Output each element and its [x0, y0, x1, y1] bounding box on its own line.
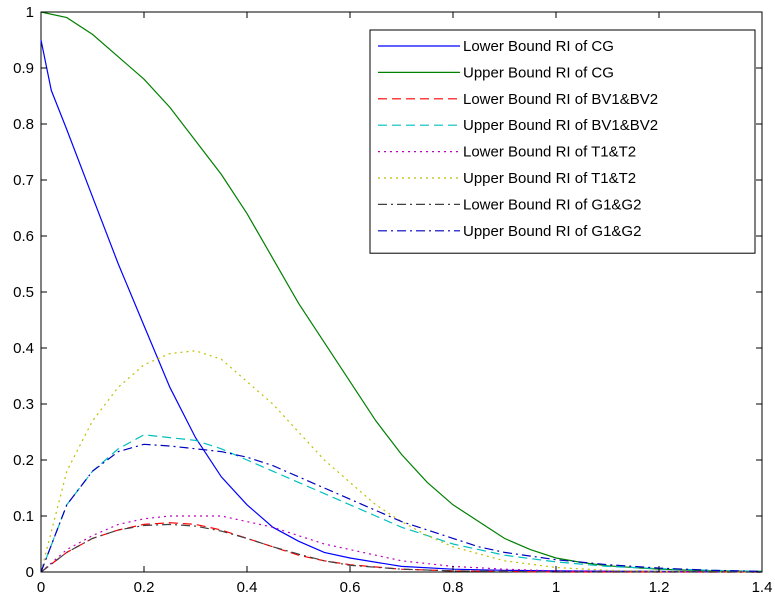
legend-label: Lower Bound RI of T1&T2 [463, 144, 636, 161]
series-line-6 [40, 350, 762, 573]
series-line-7 [40, 523, 762, 573]
series-lines [40, 11, 763, 573]
y-tick-label: 0.9 [13, 60, 34, 77]
x-tick-label: 1 [552, 579, 560, 596]
legend-box [369, 29, 756, 254]
series-line-4 [40, 434, 763, 573]
x-tick-label: 0.8 [443, 579, 464, 596]
y-tick-label: 0.5 [13, 284, 34, 301]
series-line-5 [40, 515, 762, 573]
legend-label: Upper Bound RI of T1&T2 [463, 170, 636, 187]
x-tick-label: 0.6 [340, 579, 361, 596]
legend-label: Upper Bound RI of G1&G2 [463, 223, 641, 240]
x-tick-label: 0.4 [237, 579, 258, 596]
y-tick-label: 1 [26, 4, 34, 21]
legend-label: Upper Bound RI of CG [463, 64, 614, 81]
y-tick-label: 0.2 [13, 452, 34, 469]
x-tick-label: 0 [37, 579, 45, 596]
y-tick-label: 0.1 [13, 508, 34, 525]
legend-label: Lower Bound RI of G1&G2 [463, 196, 641, 213]
y-tick-label: 0.7 [13, 172, 34, 189]
legend-label: Lower Bound RI of CG [463, 38, 614, 55]
x-tick-label: 1.4 [752, 579, 773, 596]
axes: 0 0.2 0.4 0.6 0.8 1 1.2 1.4 0 0.1 0.2 0.3 0.4 0.5 0.6 0… [13, 4, 772, 596]
series-line-1 [40, 39, 763, 573]
series-line-8 [40, 443, 763, 573]
legend-label: Lower Bound RI of BV1&BV2 [463, 91, 658, 108]
y-tick-label: 0 [26, 564, 34, 581]
y-tick-label: 0.8 [13, 116, 34, 133]
y-tick-label: 0.6 [13, 228, 34, 245]
x-tick-label: 1.2 [649, 579, 670, 596]
legend: Lower Bound RI of CG Upper Bound RI of CG… [369, 29, 756, 254]
y-tick-label: 0.3 [13, 396, 34, 413]
y-tick-label: 0.4 [13, 340, 34, 357]
series-line-2 [40, 11, 763, 572]
x-tick-label: 0.2 [134, 579, 155, 596]
legend-label: Upper Bound RI of BV1&BV2 [463, 117, 658, 134]
